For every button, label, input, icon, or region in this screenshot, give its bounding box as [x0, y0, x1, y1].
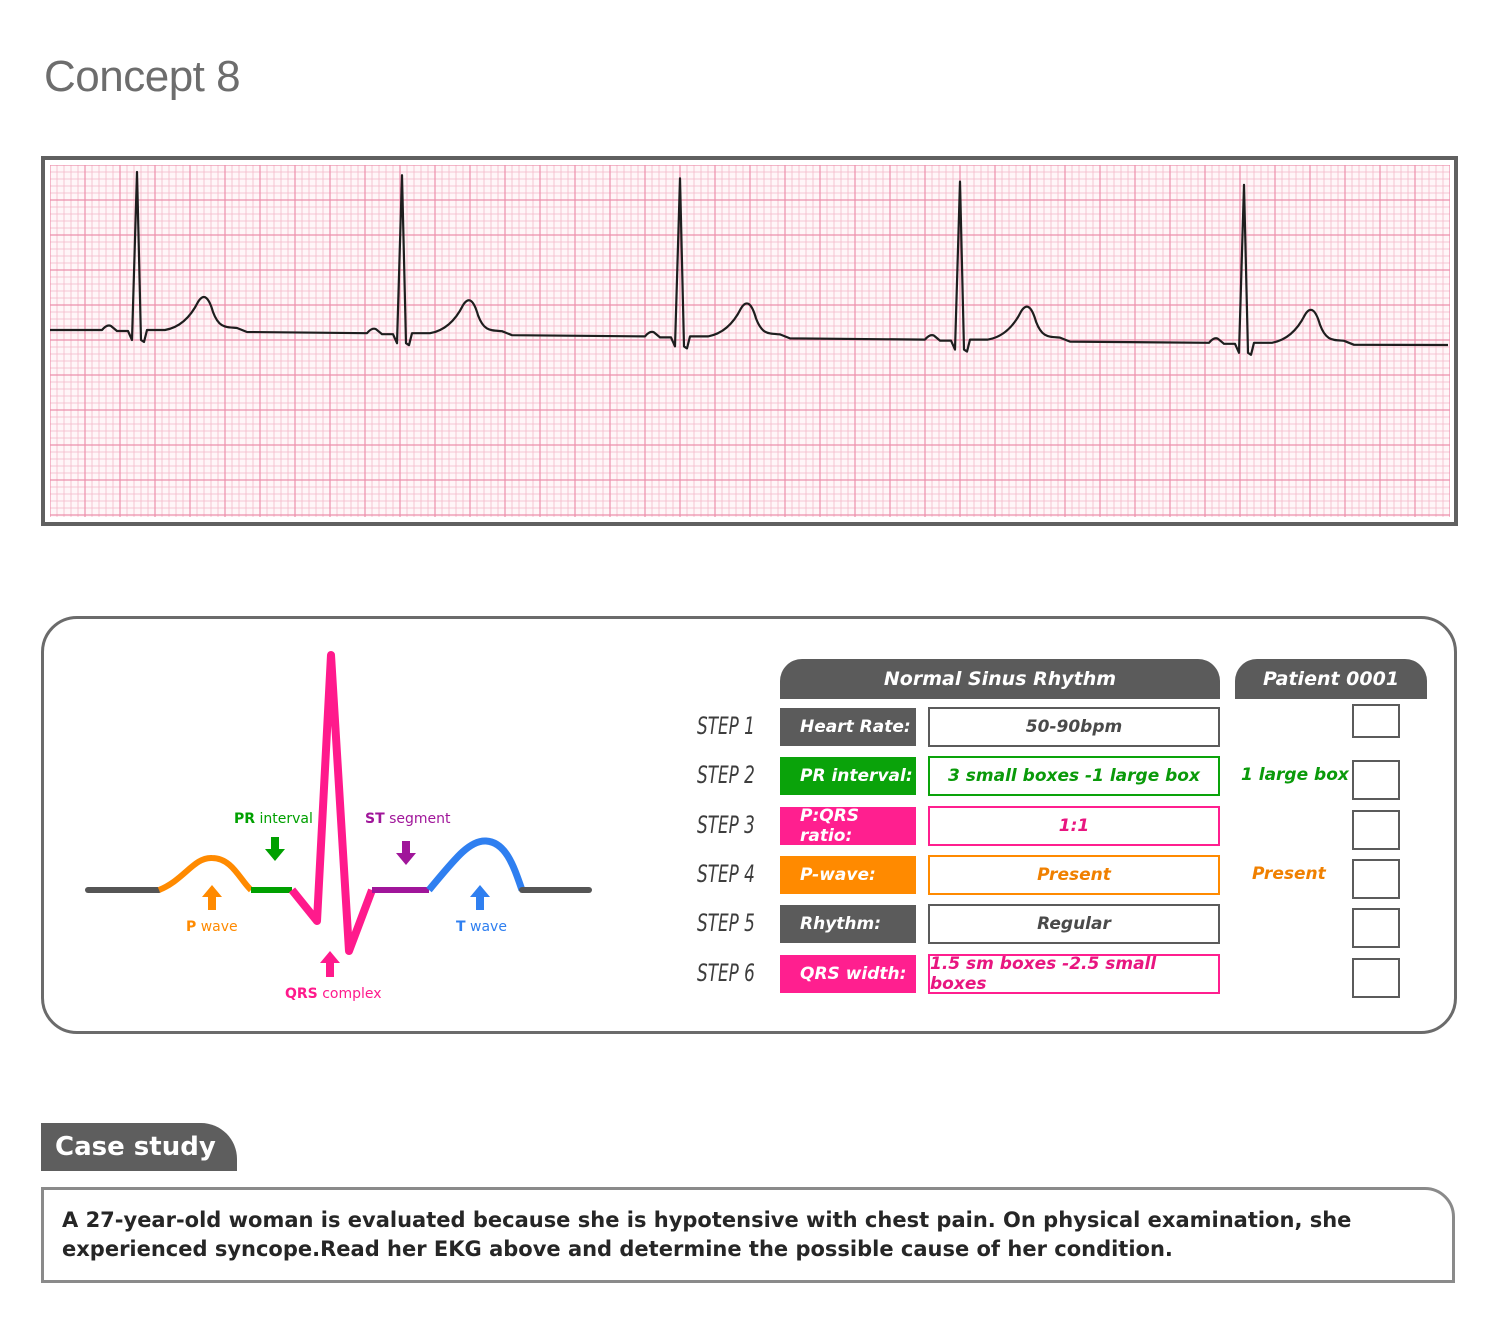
st-segment-arrow — [396, 841, 416, 865]
parameter-value: Regular — [928, 904, 1220, 944]
parameter-value: 3 small boxes -1 large box — [928, 756, 1220, 796]
answer-checkbox[interactable] — [1352, 704, 1400, 738]
p-wave-label: P wave — [186, 919, 238, 935]
answer-checkbox[interactable] — [1352, 810, 1400, 850]
step-label: STEP 1 — [697, 712, 755, 740]
patient-note: Present — [1252, 864, 1326, 884]
parameter-value: 50-90bpm — [928, 707, 1220, 747]
rhythm-guide-panel: P wave PR interval QRS complex ST segmen… — [41, 616, 1457, 1034]
parameter-label: QRS width: — [780, 955, 916, 993]
step-label: STEP 2 — [697, 761, 755, 789]
ekg-strip — [41, 156, 1458, 526]
ekg-grid — [50, 165, 1450, 517]
page-title: Concept 8 — [44, 52, 241, 101]
parameter-label: P:QRS ratio: — [780, 806, 916, 846]
parameter-label: P-wave: — [780, 856, 916, 894]
pr-interval-arrow — [265, 837, 285, 861]
patient-header: Patient 0001 — [1235, 659, 1427, 699]
ekg-trace — [50, 170, 1449, 356]
qrs-complex-label: QRS complex — [285, 986, 382, 1002]
step-label: STEP 4 — [697, 860, 755, 888]
st-segment-label: ST segment — [365, 811, 451, 827]
qrs-complex-arrow — [320, 951, 340, 977]
rhythm-header: Normal Sinus Rhythm — [780, 659, 1220, 699]
answer-checkbox[interactable] — [1352, 908, 1400, 948]
answer-checkbox[interactable] — [1352, 958, 1400, 998]
parameter-value: Present — [928, 855, 1220, 895]
case-study-box: A 27-year-old woman is evaluated because… — [41, 1187, 1455, 1283]
qrs-complex-curve — [288, 651, 376, 955]
step-label: STEP 5 — [697, 909, 755, 937]
t-wave-label: T wave — [456, 919, 507, 935]
step-label: STEP 3 — [697, 811, 755, 839]
p-wave-curve — [157, 855, 254, 893]
parameter-value: 1:1 — [928, 806, 1220, 846]
case-study-tab: Case study — [41, 1123, 237, 1171]
parameter-label: Rhythm: — [780, 905, 916, 943]
parameter-value: 1.5 sm boxes -2.5 small boxes — [928, 954, 1220, 994]
step-label: STEP 6 — [697, 959, 755, 987]
case-study-text: A 27-year-old woman is evaluated because… — [62, 1208, 1352, 1261]
pr-interval-label: PR interval — [234, 811, 313, 827]
answer-checkbox[interactable] — [1352, 760, 1400, 800]
patient-note: 1 large box — [1241, 765, 1349, 785]
t-wave-arrow — [470, 885, 490, 910]
p-wave-arrow — [202, 885, 222, 910]
ekg-waveform-diagram: P wave PR interval QRS complex ST segmen… — [85, 651, 592, 1002]
t-wave-curve — [426, 837, 526, 893]
parameter-label: PR interval: — [780, 757, 916, 795]
answer-checkbox[interactable] — [1352, 859, 1400, 899]
parameter-label: Heart Rate: — [780, 708, 916, 746]
